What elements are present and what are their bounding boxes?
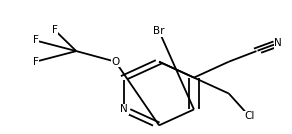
Text: O: O bbox=[111, 57, 120, 67]
Text: N: N bbox=[120, 104, 128, 114]
Text: F: F bbox=[33, 57, 39, 67]
Text: F: F bbox=[33, 36, 39, 45]
Text: Br: Br bbox=[153, 26, 165, 36]
Text: N: N bbox=[274, 38, 282, 48]
Text: F: F bbox=[51, 25, 58, 35]
Text: Cl: Cl bbox=[244, 111, 254, 121]
